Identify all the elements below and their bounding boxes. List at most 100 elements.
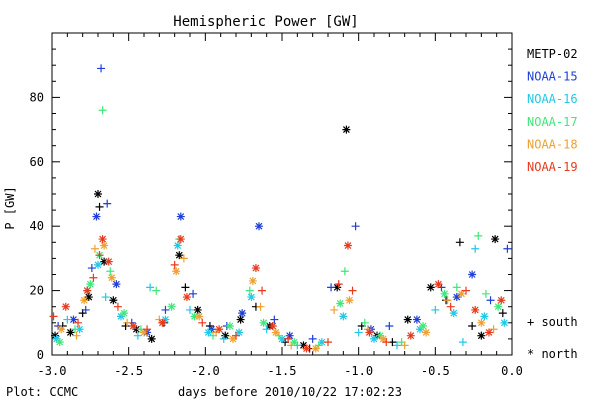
data-point [52,334,61,343]
data-point [94,260,102,269]
data-point [311,344,320,353]
data-point [345,296,354,305]
legend-entry: NOAA-15 [527,70,578,84]
data-point [486,296,495,305]
data-point [299,341,308,350]
data-point [123,318,132,327]
data-point [458,338,467,347]
data-point [74,318,83,327]
legend-entry: NOAA-19 [527,160,578,174]
y-tick-label: 40 [30,219,44,233]
chart-title: Hemispheric Power [GW] [173,14,358,30]
data-point [198,318,207,327]
data-point [412,315,421,324]
data-point [284,334,293,343]
data-point [477,318,486,327]
data-point [440,289,449,298]
data-point [481,289,490,298]
data-point [170,260,179,269]
data-point [327,283,336,292]
data-point [66,328,75,337]
data-point [400,341,409,350]
data-point [480,312,489,321]
data-point [434,280,443,289]
data-point [72,331,81,340]
data-point [86,280,95,289]
data-point [343,241,352,250]
data-point [457,289,466,298]
data-point [100,257,109,266]
data-point [95,202,104,211]
data-point [81,305,90,314]
data-point [69,315,78,324]
x-tick-label: -3.0 [38,364,67,378]
data-point [193,305,202,314]
data-point [468,322,477,331]
y-tick-label: 0 [37,348,44,362]
data-point [97,64,106,73]
data-point [262,325,271,334]
data-point [468,270,477,279]
x-tick-label: -2.0 [191,364,220,378]
data-point [84,293,93,302]
data-point [232,331,240,340]
data-point [158,318,167,327]
data-point [416,325,424,334]
data-point [258,286,267,295]
data-point [455,238,464,247]
data-point [422,328,431,337]
data-point [190,312,199,321]
data-point [195,312,204,321]
y-tick-label: 20 [30,284,44,298]
data-point [446,302,455,311]
data-point [302,344,311,353]
data-point [245,286,254,295]
data-point [477,331,486,340]
data-point [259,318,268,327]
data-point [107,273,116,282]
y-tick-label: 60 [30,155,44,169]
data-point [90,244,99,253]
data-point [340,267,349,276]
data-point [491,235,500,244]
x-tick-label: 0.0 [501,364,523,378]
data-point [278,334,286,343]
data-point [112,280,121,289]
data-point [133,331,142,340]
data-point [176,235,185,244]
data-point [186,305,194,314]
data-point [443,296,452,305]
data-point [471,244,480,253]
data-point [376,331,385,340]
data-point [235,328,244,337]
data-point [285,331,294,340]
data-point [225,322,234,331]
data-point [100,241,109,250]
data-point [129,322,138,331]
data-point [117,312,125,321]
data-point [255,222,263,231]
data-point [336,299,345,308]
data-point [221,331,230,340]
data-point [403,315,412,324]
y-axis-label: P [GW] [3,186,17,229]
legend-entry: NOAA-16 [527,92,578,106]
data-point [92,212,101,221]
data-point [83,286,92,295]
data-point [256,302,265,311]
data-point [348,286,357,295]
data-point [379,334,388,343]
data-point [385,322,394,331]
data-point [161,305,170,314]
plot-credit: Plot: CCMC [6,385,78,399]
data-point [236,315,245,324]
data-point [462,286,470,295]
data-point [382,338,391,347]
data-point [181,283,190,292]
data-point [334,280,343,289]
data-point [207,325,216,334]
data-point [393,341,401,350]
data-point [426,283,435,292]
data-point [109,296,118,305]
data-point [167,302,176,311]
